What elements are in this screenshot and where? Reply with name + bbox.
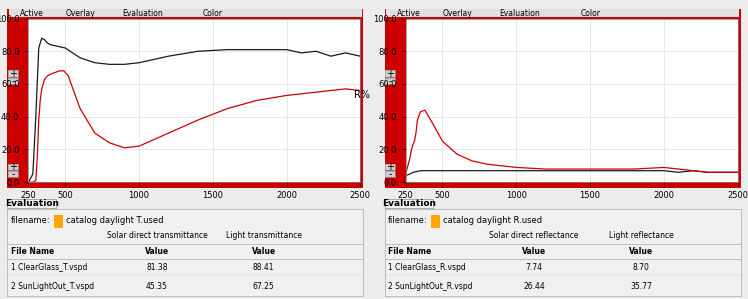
X-axis label: nm: nm — [186, 206, 202, 216]
Text: +: + — [9, 69, 17, 79]
Text: Light reflectance: Light reflectance — [609, 231, 673, 240]
Text: Light transmittance: Light transmittance — [226, 231, 301, 240]
Text: 7.74: 7.74 — [526, 263, 542, 272]
Text: Overlay: Overlay — [65, 9, 95, 18]
Y-axis label: R%: R% — [354, 90, 370, 100]
Text: File Name: File Name — [388, 247, 432, 256]
Text: 1 ClearGlass_R.vspd: 1 ClearGlass_R.vspd — [388, 263, 466, 272]
Text: +: + — [9, 162, 17, 172]
Text: 35.77: 35.77 — [630, 282, 652, 291]
Text: -: - — [388, 76, 392, 86]
Text: Evaluation: Evaluation — [122, 9, 162, 18]
Text: Evaluation: Evaluation — [4, 199, 59, 208]
X-axis label: nm: nm — [564, 206, 580, 216]
Text: Value: Value — [145, 247, 169, 256]
Text: -: - — [11, 76, 15, 86]
Text: Color: Color — [203, 9, 223, 18]
Text: Active: Active — [396, 9, 420, 18]
Text: Evaluation: Evaluation — [382, 199, 436, 208]
Text: 2 SunLightOut_R.vspd: 2 SunLightOut_R.vspd — [388, 282, 473, 291]
Text: Solar direct reflectance: Solar direct reflectance — [489, 231, 579, 240]
Text: Evaluation: Evaluation — [499, 9, 540, 18]
Text: filename:: filename: — [11, 216, 51, 225]
Text: Color: Color — [580, 9, 600, 18]
Text: -: - — [11, 169, 15, 179]
Text: Active: Active — [19, 9, 43, 18]
Text: Overlay: Overlay — [443, 9, 473, 18]
Text: File Name: File Name — [11, 247, 55, 256]
FancyBboxPatch shape — [54, 215, 63, 228]
Text: 81.38: 81.38 — [146, 263, 168, 272]
Text: -: - — [388, 169, 392, 179]
Text: Solar direct transmittance: Solar direct transmittance — [106, 231, 207, 240]
Text: Value: Value — [629, 247, 653, 256]
Text: 88.41: 88.41 — [253, 263, 275, 272]
Text: 2 SunLightOut_T.vspd: 2 SunLightOut_T.vspd — [11, 282, 94, 291]
Text: 45.35: 45.35 — [146, 282, 168, 291]
FancyBboxPatch shape — [431, 215, 440, 228]
Text: +: + — [386, 162, 394, 172]
Text: Value: Value — [522, 247, 546, 256]
Text: Value: Value — [251, 247, 276, 256]
Text: 26.44: 26.44 — [524, 282, 545, 291]
Text: 1 ClearGlass_T.vspd: 1 ClearGlass_T.vspd — [11, 263, 88, 272]
Text: catalog daylight T.used: catalog daylight T.used — [66, 216, 164, 225]
Text: 67.25: 67.25 — [253, 282, 275, 291]
Text: catalog daylight R.used: catalog daylight R.used — [444, 216, 542, 225]
Text: filename:: filename: — [388, 216, 428, 225]
Text: +: + — [386, 69, 394, 79]
Text: 8.70: 8.70 — [633, 263, 649, 272]
